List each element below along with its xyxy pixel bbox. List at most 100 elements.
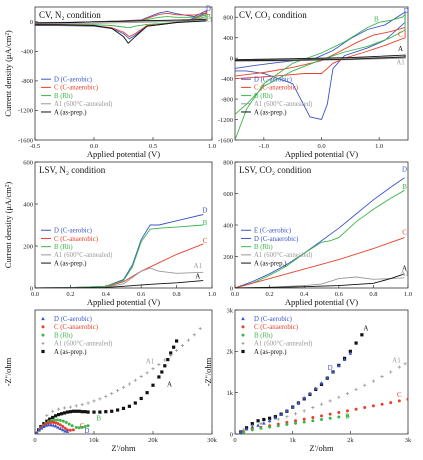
data-point	[48, 417, 52, 421]
data-point	[250, 424, 255, 429]
data-point	[74, 404, 78, 408]
panel-title: LSV, CO₂ condition	[239, 165, 312, 175]
data-point	[65, 429, 70, 433]
y-tick-label: 2k	[227, 349, 234, 356]
data-point	[45, 413, 49, 417]
data-point	[92, 410, 96, 414]
data-point	[151, 383, 155, 387]
data-point	[35, 431, 39, 434]
legend: D (C-aerobic)C (C-anaerobic)B (Rh)A1 (60…	[41, 76, 112, 116]
legend-marker	[241, 349, 245, 354]
data-point	[169, 351, 173, 355]
legend-entry: A1 (600°C-annealed)	[254, 101, 312, 108]
legend-entry: B (Rh)	[254, 332, 273, 339]
y-tick-label: 600	[223, 191, 233, 198]
data-point	[273, 415, 278, 420]
y-tick-label: 600	[23, 159, 33, 166]
data-point	[62, 411, 67, 415]
panel-cv_co2: -1.0 0.0 1.0 -1600 -1200 -800 -400 0 400 800 Appli…	[218, 6, 409, 159]
series-label: B	[203, 219, 208, 227]
x-tick-label: 0.4	[300, 291, 309, 298]
legend: D (C-aerobic)C (C-anaerobic)B (Rh)A1 (60…	[241, 316, 312, 356]
data-point	[325, 375, 330, 380]
data-point	[311, 405, 315, 410]
plot-area	[35, 9, 207, 44]
data-point	[389, 370, 393, 374]
series-label: A	[363, 325, 368, 333]
series-B	[242, 414, 349, 434]
legend-marker	[41, 341, 45, 345]
legend-entry: C (C-anaerobic)	[54, 85, 98, 92]
data-point	[345, 391, 350, 396]
legend-entry: A1 (600°C-annealed)	[54, 252, 112, 259]
data-point	[166, 358, 170, 362]
y-tick-label: 0	[30, 19, 33, 26]
data-point	[86, 401, 90, 405]
series-D-line	[235, 177, 405, 288]
x-tick-label: 1.0	[208, 291, 216, 298]
data-point	[77, 409, 81, 413]
legend-entry: B (Rh)	[254, 244, 273, 251]
series-label: A	[167, 380, 172, 388]
data-point	[294, 419, 298, 423]
legend-marker	[241, 325, 245, 329]
legend-entry: C (C-anaerobic)	[54, 236, 98, 243]
x-tick-label: 0.2	[266, 291, 274, 298]
data-point	[110, 391, 114, 396]
data-point	[302, 420, 306, 424]
data-point	[328, 399, 332, 403]
plot-frame	[234, 161, 409, 289]
series-C	[242, 397, 408, 434]
data-point	[57, 407, 61, 411]
data-point	[169, 353, 173, 358]
data-point	[62, 406, 67, 410]
x-tick-label: 0	[33, 437, 36, 444]
y-tick-label: 0	[230, 55, 233, 62]
data-point	[58, 418, 62, 422]
data-point	[56, 425, 60, 429]
series-label: C	[203, 237, 208, 245]
x-tick-label: 0.8	[173, 291, 181, 298]
series-label: A1	[146, 358, 155, 366]
x-tick-label: -0.5	[30, 143, 40, 150]
legend-entry: A (as-prep.)	[54, 260, 86, 267]
data-point	[175, 348, 179, 353]
plot-area	[235, 177, 405, 288]
data-point	[52, 418, 56, 422]
data-point	[256, 423, 260, 427]
data-point	[86, 424, 90, 428]
data-point	[139, 374, 143, 379]
series-label: A	[398, 45, 403, 53]
legend-entry: D (C-aerobic)	[254, 316, 292, 323]
legend-marker	[41, 316, 45, 321]
data-point	[49, 420, 53, 424]
x-tick-label: 0.8	[369, 291, 377, 298]
data-point	[65, 410, 70, 414]
y-tick-label: -1600	[18, 137, 33, 144]
data-point	[238, 429, 243, 434]
legend-entry: A (as-prep.)	[254, 349, 286, 356]
data-point	[276, 424, 280, 428]
plot-area	[35, 214, 204, 288]
data-point	[74, 425, 78, 429]
data-point	[337, 415, 341, 419]
series-label: A	[402, 265, 407, 273]
data-point	[116, 408, 120, 412]
data-point	[371, 404, 375, 408]
data-point	[51, 423, 56, 427]
data-point	[192, 333, 196, 337]
legend-marker	[41, 349, 45, 354]
data-point	[54, 421, 58, 425]
data-point	[98, 410, 102, 414]
data-point	[71, 409, 75, 413]
y-tick-label: -400	[21, 49, 33, 56]
data-point	[348, 349, 352, 353]
data-point	[83, 425, 87, 429]
plot-area	[35, 327, 202, 434]
series-label: C	[402, 228, 407, 236]
plot-frame	[34, 309, 213, 435]
data-point	[259, 422, 263, 426]
series-label: B	[206, 13, 211, 21]
data-point	[68, 428, 72, 432]
